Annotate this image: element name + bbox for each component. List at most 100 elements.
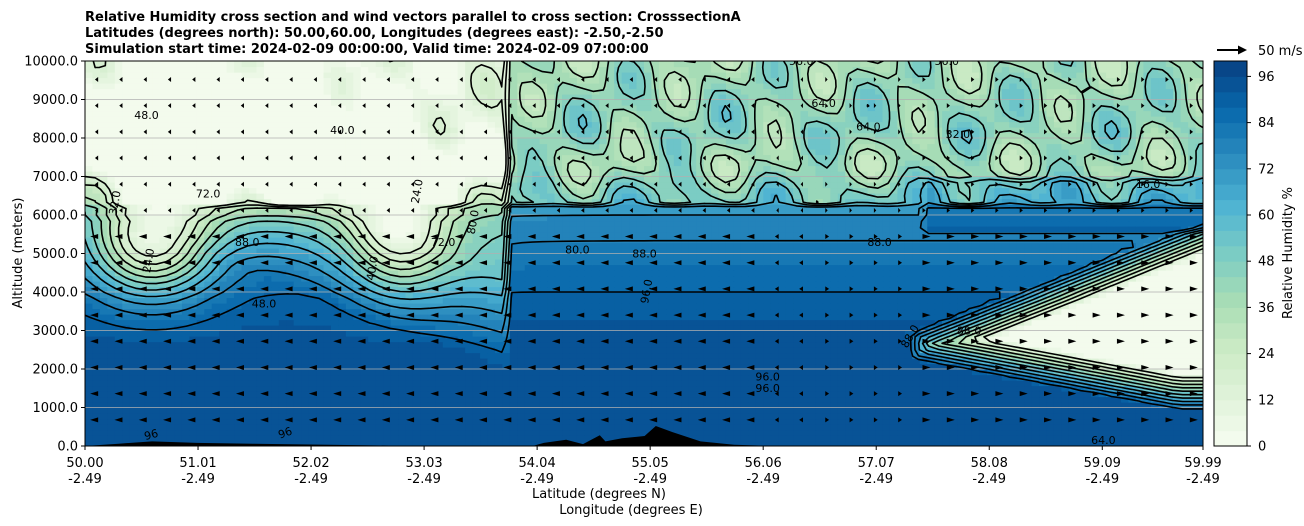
humidity-cell [226,336,235,343]
humidity-cell [189,308,198,315]
humidity-cell [234,374,243,381]
humidity-cell [271,429,280,436]
humidity-cell [204,429,213,436]
humidity-cell [629,314,638,321]
humidity-cell [1098,319,1107,326]
humidity-cell [234,380,243,387]
humidity-cell [129,314,138,321]
humidity-cell [755,391,764,398]
humidity-cell [576,292,585,299]
humidity-cell [889,413,899,420]
humidity-cell [778,440,787,446]
humidity-cell [852,270,861,277]
humidity-cell [368,369,377,376]
humidity-cell [912,264,921,271]
humidity-cell [1180,369,1189,376]
humidity-cell [793,363,802,370]
humidity-cell [345,391,354,398]
humidity-cell [748,281,757,288]
humidity-cell [696,308,705,315]
humidity-cell [629,396,638,403]
humidity-cell [576,440,585,446]
humidity-cell [1143,319,1152,326]
humidity-cell [591,363,600,370]
humidity-cell [278,429,287,436]
humidity-cell [621,429,630,436]
humidity-cell [524,330,533,337]
humidity-cell [755,341,764,348]
humidity-cell [644,396,653,403]
humidity-cell [457,374,466,381]
humidity-cell [226,385,235,392]
humidity-cell [621,418,630,425]
humidity-cell [234,385,243,392]
humidity-cell [234,270,243,277]
humidity-cell [986,369,995,376]
humidity-cell [755,308,764,315]
humidity-cell [807,424,817,431]
humidity-cell [1053,407,1062,414]
humidity-cell [1076,385,1085,392]
humidity-cell [92,319,101,326]
humidity-cell [576,347,585,354]
humidity-cell [629,352,638,359]
humidity-cell [1053,347,1062,354]
humidity-cell [636,402,645,409]
humidity-cell [383,341,392,348]
humidity-cell [420,424,429,431]
humidity-cell [107,402,116,409]
humidity-cell [1046,418,1055,425]
humidity-cell [159,319,168,326]
humidity-cell [778,363,787,370]
humidity-cell [1061,325,1070,332]
humidity-cell [189,385,198,392]
humidity-cell [755,330,764,337]
humidity-cell [330,358,340,365]
humidity-cell [1061,264,1070,271]
humidity-cell [137,418,146,425]
humidity-cell [308,336,317,343]
humidity-cell [904,308,913,315]
humidity-cell [621,407,630,414]
humidity-cell [778,292,787,299]
humidity-cell [725,429,735,436]
humidity-cell [629,292,638,299]
humidity-cell [1158,319,1167,326]
humidity-cell [85,336,94,343]
humidity-cell [711,314,720,321]
humidity-cell [472,303,481,310]
humidity-cell [1158,275,1167,282]
humidity-cell [1173,303,1182,310]
humidity-cell [830,275,839,282]
humidity-cell [107,325,116,332]
humidity-cell [1106,341,1115,348]
humidity-cell [263,330,272,337]
humidity-cell [360,380,369,387]
humidity-cell [398,308,407,315]
humidity-cell [375,369,384,376]
humidity-cell [1076,413,1085,420]
humidity-cell [1068,314,1077,321]
humidity-cell [405,297,414,304]
humidity-cell [815,352,824,359]
humidity-cell [450,347,459,354]
humidity-cell [1128,424,1137,431]
humidity-cell [1083,369,1092,376]
humidity-cell [673,270,682,277]
humidity-cell [875,341,884,348]
humidity-cell [181,358,190,365]
humidity-cell [398,358,407,365]
humidity-cell [845,347,854,354]
humidity-cell [927,286,936,293]
humidity-cell [122,352,131,359]
humidity-cell [1150,336,1159,343]
humidity-cell [472,347,481,354]
humidity-cell [569,396,578,403]
humidity-cell [673,308,682,315]
humidity-cell [137,319,146,326]
humidity-cell [204,413,213,420]
humidity-cell [509,281,518,288]
humidity-cell [226,259,235,266]
humidity-cell [166,341,176,348]
humidity-cell [621,402,630,409]
